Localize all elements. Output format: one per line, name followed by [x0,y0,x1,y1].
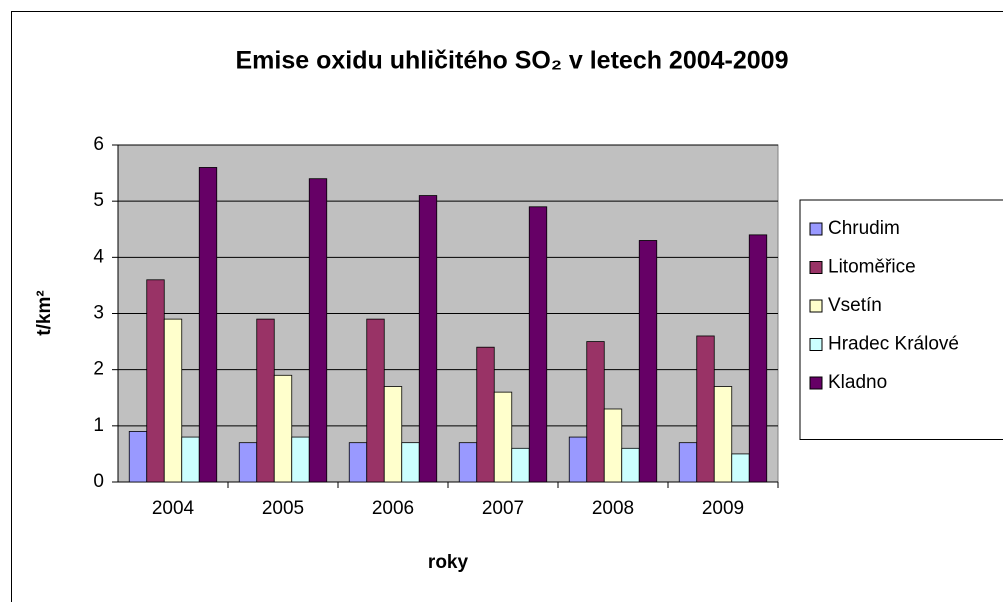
bar [638,240,658,483]
y-tick-label: 4 [93,246,104,267]
bar [603,408,623,483]
legend-swatch [809,376,823,390]
bar [128,431,148,483]
x-tick-label: 2006 [372,498,414,519]
x-axis-label: roky [428,552,469,573]
legend-box [799,199,1003,440]
legend-swatch [809,222,823,236]
bar [366,318,385,483]
bar [621,447,640,483]
x-tick-label: 2008 [592,498,634,519]
bar [511,447,530,483]
legend-label: Litoměřice [828,257,916,278]
bar [198,167,218,483]
x-tick-label: 2009 [702,498,744,519]
bar [476,346,495,483]
bar [308,178,328,483]
legend-swatch [809,299,823,313]
bar [678,442,698,483]
bar [713,386,733,483]
legend-swatch [809,261,823,274]
legend-label: Hradec Králové [828,334,959,355]
x-tick-label: 2005 [262,498,304,519]
x-tick-label: 2004 [152,498,195,519]
bar [696,335,715,483]
bar [731,453,750,483]
bar [146,279,165,483]
legend-label: Vsetín [828,295,882,316]
y-axis-label: t/km² [34,290,55,335]
y-tick-label: 1 [93,415,104,436]
legend-label: Kladno [828,372,887,393]
bar [568,436,588,483]
legend-label: Chrudim [828,218,900,239]
bar [273,374,293,483]
legend-swatch [809,338,823,351]
y-tick-label: 5 [93,190,104,211]
y-tick-label: 6 [93,134,104,155]
chart-title: Emise oxidu uhličitého SO₂ v letech 2004… [236,47,789,75]
y-tick-label: 2 [93,359,104,380]
bar [586,341,605,483]
bar [163,318,183,483]
bar [458,442,478,483]
bar [493,391,513,483]
bar [291,436,310,483]
bar [383,386,403,483]
bar [418,195,438,483]
bar [348,442,368,483]
bar [528,206,548,483]
bar [256,318,275,483]
bar [401,442,420,483]
y-tick-label: 3 [93,303,104,324]
y-tick-label: 0 [93,471,104,492]
bar [748,234,768,483]
bar [181,436,200,483]
x-tick-label: 2007 [482,498,524,519]
bar [238,442,258,483]
